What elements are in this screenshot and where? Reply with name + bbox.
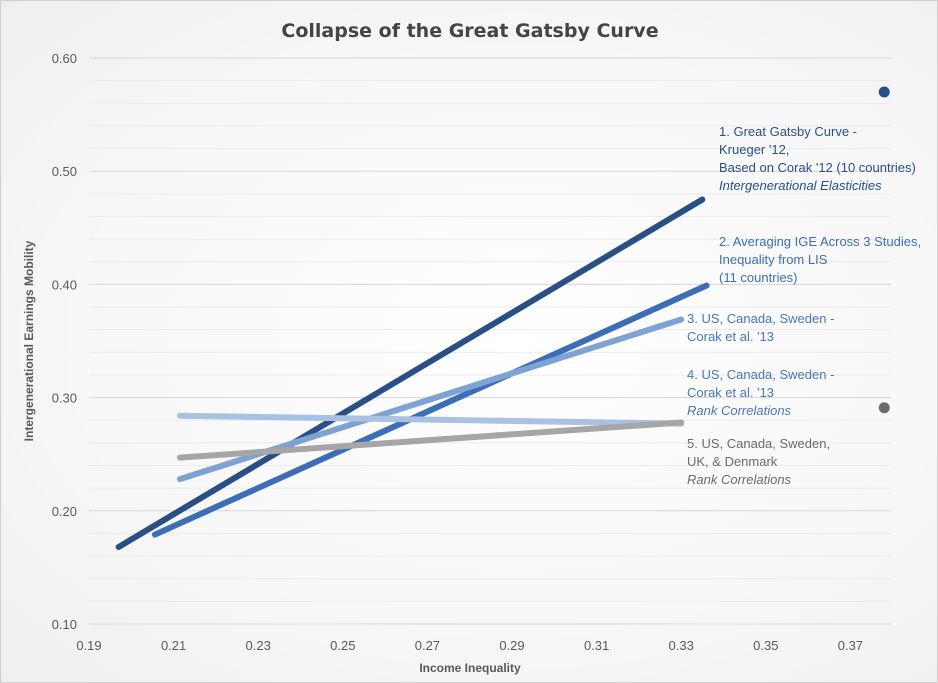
y-tick-label: 0.10 [52, 617, 77, 632]
x-tick-label: 0.33 [669, 638, 694, 653]
series-label-line: 2. Averaging IGE Across 3 Studies, [719, 234, 922, 249]
series-label-1: 1. Great Gatsby Curve - Krueger '12, Based… [719, 123, 916, 195]
series-line-4 [176, 412, 685, 427]
x-tick-label: 0.23 [246, 638, 271, 653]
x-tick-label: 0.29 [499, 638, 524, 653]
chart-title: Collapse of the Great Gatsby Curve [281, 20, 658, 42]
x-tick-label: 0.37 [838, 638, 863, 653]
series-label-subtitle: Rank Correlations [687, 403, 792, 418]
series-label-2: 2. Averaging IGE Across 3 Studies, Inequa… [719, 233, 921, 287]
y-tick-label: 0.20 [52, 504, 77, 519]
x-tick-label: 0.19 [76, 638, 101, 653]
series-label-4: 4. US, Canada, Sweden - Corak et al. '13 R… [687, 366, 834, 420]
series-label-line: 4. US, Canada, Sweden - [687, 367, 835, 382]
series-label-line: (11 countries) [719, 270, 798, 285]
series-line-5 [176, 419, 685, 461]
y-axis-label: Intergenerational Earnings Mobility [22, 240, 36, 441]
series-label-3: 3. US, Canada, Sweden - Corak et al. '13 [687, 310, 834, 346]
y-tick-label: 0.30 [52, 391, 77, 406]
series-label-line: Krueger '12, [719, 142, 790, 157]
series-label-line: Corak et al. '13 [687, 385, 775, 400]
x-tick-label: 0.25 [330, 638, 355, 653]
series-label-line: UK, & Denmark [687, 454, 778, 469]
y-tick-label: 0.60 [52, 51, 77, 66]
y-tick-label: 0.50 [52, 164, 77, 179]
series-label-line: 5. US, Canada, Sweden, [687, 436, 831, 451]
series-label-subtitle: Rank Correlations [687, 472, 792, 487]
series-label-line: 3. US, Canada, Sweden - [687, 311, 835, 326]
data-point-2 [878, 402, 890, 414]
y-tick-label: 0.40 [52, 277, 77, 292]
x-tick-label: 0.35 [753, 638, 778, 653]
x-tick-label: 0.27 [415, 638, 440, 653]
series-label-5: 5. US, Canada, Sweden, UK, & Denmark Rank … [687, 435, 830, 489]
series-line-2 [151, 282, 710, 538]
data-point-1 [878, 86, 890, 98]
x-tick-label: 0.21 [161, 638, 186, 653]
x-axis-label: Income Inequality [419, 661, 521, 675]
series-line-1 [115, 196, 706, 551]
series-label-line: 1. Great Gatsby Curve - [719, 124, 857, 139]
series-label-line: Corak et al. '13 [687, 329, 775, 344]
series-label-line: Based on Corak '12 (10 countries) [719, 160, 916, 175]
series-label-line: Inequality from LIS [719, 252, 828, 267]
series-label-subtitle: Intergenerational Elasticities [719, 178, 882, 193]
x-tick-label: 0.31 [584, 638, 609, 653]
